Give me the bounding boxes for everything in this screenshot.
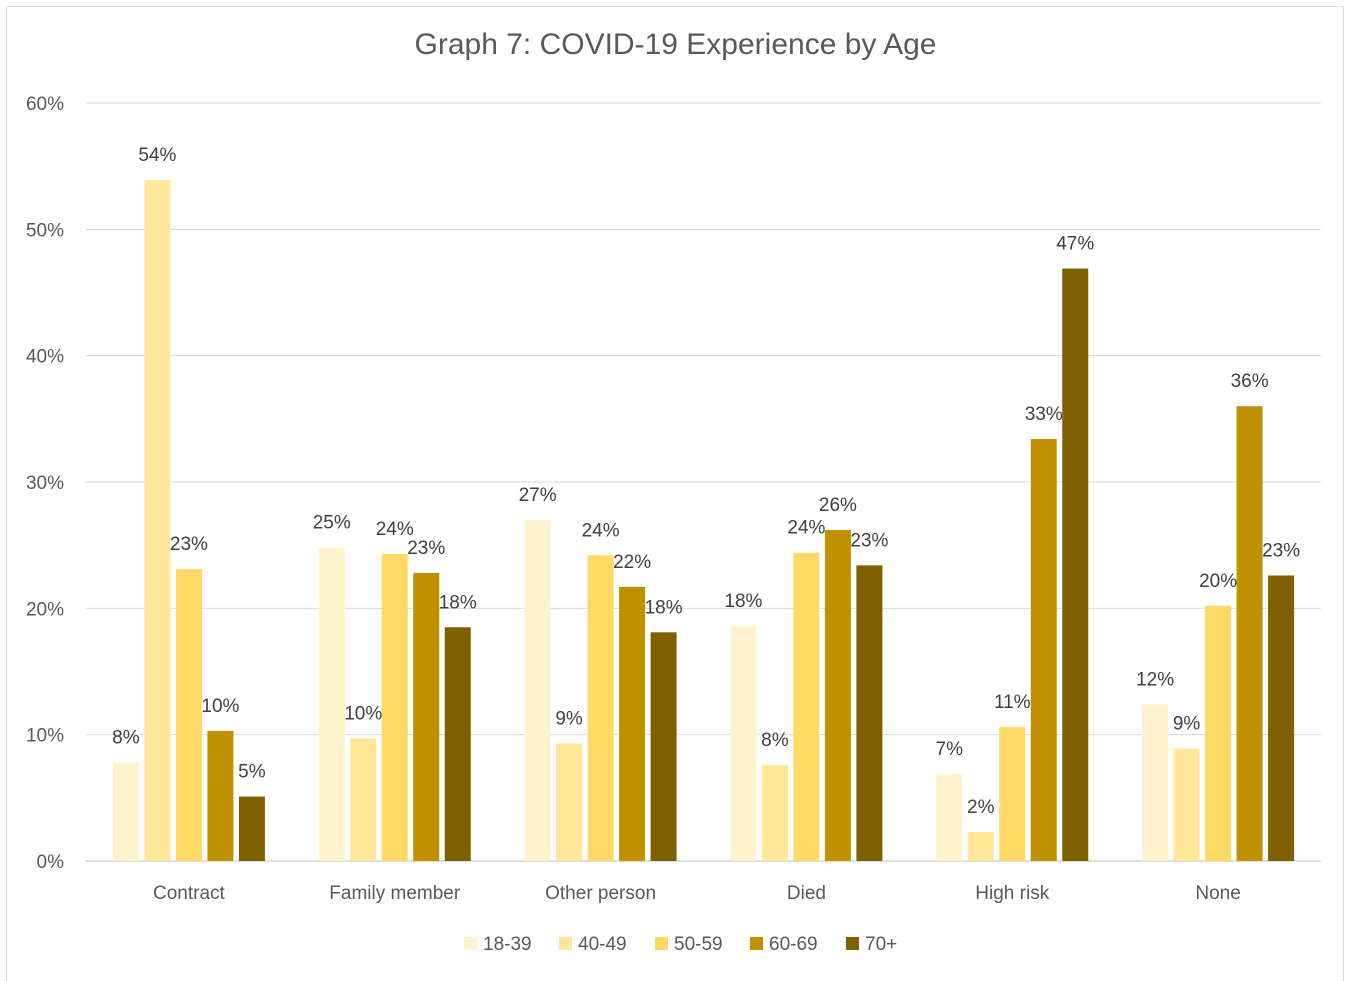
legend-label: 70+ bbox=[865, 934, 897, 955]
data-label: 18% bbox=[439, 592, 477, 613]
bar bbox=[207, 730, 234, 861]
x-tick-label: Contract bbox=[153, 883, 226, 904]
bar bbox=[381, 554, 408, 861]
data-label: 36% bbox=[1231, 371, 1269, 392]
data-label: 33% bbox=[1025, 404, 1063, 425]
data-label: 27% bbox=[519, 485, 557, 506]
data-label: 23% bbox=[850, 530, 888, 551]
legend-swatch bbox=[655, 937, 668, 950]
x-tick-label: High risk bbox=[975, 883, 1049, 904]
bar bbox=[619, 586, 646, 861]
x-tick-label: Other person bbox=[545, 883, 656, 904]
legend-label: 50-59 bbox=[674, 934, 723, 955]
bar bbox=[556, 743, 583, 861]
legend-swatch bbox=[750, 937, 763, 950]
x-axis-ticks: Contract Family member Other person Died Hig… bbox=[153, 883, 1241, 904]
bar bbox=[999, 727, 1026, 861]
bar bbox=[1236, 406, 1263, 861]
data-label: 24% bbox=[376, 519, 414, 540]
bar bbox=[318, 547, 345, 861]
bar bbox=[413, 572, 440, 861]
data-label: 47% bbox=[1056, 233, 1094, 254]
data-label: 24% bbox=[787, 518, 825, 539]
y-tick-label: 60% bbox=[26, 94, 64, 115]
bar bbox=[824, 530, 851, 861]
bar bbox=[175, 569, 202, 861]
bar bbox=[967, 831, 994, 861]
legend-swatch bbox=[464, 937, 477, 950]
bar bbox=[793, 552, 820, 861]
x-tick-label: Died bbox=[787, 883, 826, 904]
bar bbox=[936, 773, 963, 861]
data-label: 23% bbox=[170, 534, 208, 555]
gridlines bbox=[86, 102, 1321, 862]
bar bbox=[444, 627, 471, 861]
y-tick-label: 40% bbox=[26, 347, 64, 368]
bar bbox=[761, 764, 788, 861]
data-label: 2% bbox=[967, 797, 995, 818]
legend-label: 40-49 bbox=[578, 934, 627, 955]
data-label: 18% bbox=[645, 597, 683, 618]
data-label: 26% bbox=[819, 495, 857, 516]
x-tick-label: None bbox=[1195, 883, 1240, 904]
data-label: 7% bbox=[936, 739, 964, 760]
data-label: 54% bbox=[138, 145, 176, 166]
bar bbox=[856, 565, 883, 861]
data-label: 25% bbox=[313, 513, 351, 534]
y-tick-label: 20% bbox=[26, 599, 64, 620]
y-axis-ticks: 0% 10% 20% 30% 40% 50% 60% bbox=[26, 94, 64, 873]
bar bbox=[238, 796, 265, 861]
bar bbox=[144, 180, 171, 861]
legend-label: 18-39 bbox=[483, 934, 532, 955]
bar bbox=[1268, 575, 1295, 861]
bar bbox=[650, 632, 677, 861]
legend-swatch bbox=[846, 937, 859, 950]
data-label: 22% bbox=[613, 552, 651, 573]
bar bbox=[587, 555, 614, 861]
data-label: 18% bbox=[724, 591, 762, 612]
chart-title: Graph 7: COVID-19 Experience by Age bbox=[414, 28, 937, 61]
y-tick-label: 0% bbox=[37, 852, 65, 873]
legend: 18-39 40-49 50-59 60-69 70+ bbox=[464, 934, 897, 955]
data-label: 10% bbox=[201, 696, 239, 717]
y-tick-label: 10% bbox=[26, 726, 64, 747]
data-label: 9% bbox=[555, 709, 583, 730]
legend-label: 60-69 bbox=[769, 934, 818, 955]
data-label: 20% bbox=[1199, 571, 1237, 592]
bar bbox=[1205, 605, 1232, 861]
data-label: 23% bbox=[1262, 540, 1300, 561]
bar bbox=[1062, 268, 1089, 861]
bar bbox=[1030, 439, 1057, 861]
data-label: 12% bbox=[1136, 669, 1174, 690]
data-label: 5% bbox=[238, 762, 266, 783]
data-label: 9% bbox=[1173, 714, 1201, 735]
bar bbox=[730, 626, 757, 861]
data-label: 11% bbox=[994, 692, 1031, 713]
data-label: 24% bbox=[582, 520, 620, 541]
y-tick-label: 50% bbox=[26, 220, 64, 241]
data-labels: 8%54%23%10%5%25%10%24%23%18%27%9%24%22%1… bbox=[112, 145, 1300, 818]
bar bbox=[350, 738, 377, 861]
data-label: 10% bbox=[344, 703, 382, 724]
y-tick-label: 30% bbox=[26, 473, 64, 494]
bar bbox=[1173, 748, 1200, 861]
bar bbox=[1142, 704, 1169, 861]
x-tick-label: Family member bbox=[329, 883, 461, 904]
bars bbox=[112, 180, 1295, 861]
legend-swatch bbox=[559, 937, 572, 950]
data-label: 23% bbox=[407, 538, 445, 559]
data-label: 8% bbox=[112, 727, 140, 748]
data-label: 8% bbox=[761, 730, 789, 751]
bar bbox=[524, 519, 551, 861]
bar bbox=[112, 762, 139, 861]
